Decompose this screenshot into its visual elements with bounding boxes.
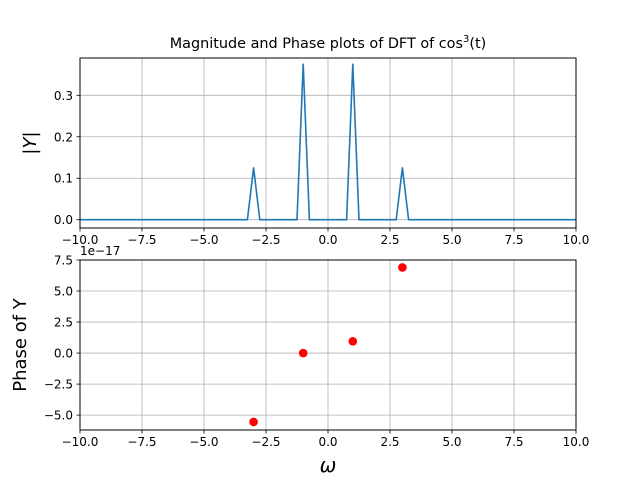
magnitude-y-axis: 0.0 0.1 0.2 0.3 bbox=[54, 89, 80, 227]
phase-y-tick-label: 0.0 bbox=[54, 347, 73, 361]
phase-x-tick-label: 7.5 bbox=[504, 435, 523, 449]
phase-x-tick-label: −7.5 bbox=[127, 435, 156, 449]
magnitude-y-tick-label: 0.1 bbox=[54, 172, 73, 186]
magnitude-x-tick-label: −2.5 bbox=[251, 233, 280, 247]
phase-x-axis: −10.0 −7.5 −5.0 −2.5 0.0 2.5 5.0 7.5 10.0 bbox=[62, 430, 590, 449]
phase-y-tick-label: 2.5 bbox=[54, 316, 73, 330]
magnitude-x-tick-label: −7.5 bbox=[127, 233, 156, 247]
magnitude-series bbox=[80, 63, 576, 221]
phase-x-label: ω bbox=[320, 453, 337, 477]
phase-y-tick-label: 5.0 bbox=[54, 285, 73, 299]
phase-data-point bbox=[298, 348, 308, 358]
magnitude-y-tick-label: 0.3 bbox=[54, 89, 73, 103]
phase-x-tick-label: 5.0 bbox=[442, 435, 461, 449]
phase-y-label: Phase of Y bbox=[10, 297, 31, 392]
phase-x-tick-label: −10.0 bbox=[62, 435, 99, 449]
magnitude-x-axis: −10.0 −7.5 −5.0 −2.5 0.0 2.5 5.0 7.5 10.0 bbox=[62, 228, 590, 247]
magnitude-y-tick-label: 0.0 bbox=[54, 213, 73, 227]
magnitude-x-tick-label: 7.5 bbox=[504, 233, 523, 247]
magnitude-x-tick-label: −10.0 bbox=[62, 233, 99, 247]
magnitude-x-tick-label: 0.0 bbox=[318, 233, 337, 247]
phase-x-tick-label: 0.0 bbox=[318, 435, 337, 449]
magnitude-x-tick-label: 5.0 bbox=[442, 233, 461, 247]
phase-data-point bbox=[398, 263, 407, 272]
magnitude-y-tick-label: 0.2 bbox=[54, 130, 73, 144]
magnitude-subplot: Magnitude and Phase plots of DFT of cos3… bbox=[20, 34, 589, 247]
magnitude-y-label: |Y| bbox=[20, 131, 41, 154]
magnitude-x-tick-label: 10.0 bbox=[563, 233, 590, 247]
phase-x-tick-label: 2.5 bbox=[380, 435, 399, 449]
phase-y-axis: −5.0 −2.5 0.0 2.5 5.0 7.5 bbox=[44, 254, 80, 423]
phase-y-tick-label: −5.0 bbox=[44, 409, 73, 423]
magnitude-x-tick-label: −5.0 bbox=[189, 233, 218, 247]
phase-offset-text: 1e−17 bbox=[80, 244, 120, 258]
magnitude-x-tick-label: 2.5 bbox=[380, 233, 399, 247]
chart-title: Magnitude and Phase plots of DFT of cos3… bbox=[170, 34, 486, 52]
phase-data-point bbox=[348, 336, 358, 346]
phase-y-tick-label: −2.5 bbox=[44, 378, 73, 392]
phase-data-point bbox=[249, 417, 258, 427]
phase-x-tick-label: −2.5 bbox=[251, 435, 280, 449]
phase-subplot: −10.0 −7.5 −5.0 −2.5 0.0 2.5 5.0 7.5 10.0 −5.0 −2… bbox=[10, 244, 589, 477]
phase-x-tick-label: 10.0 bbox=[563, 435, 590, 449]
phase-y-tick-label: 7.5 bbox=[54, 254, 73, 268]
magnitude-series-line bbox=[80, 63, 576, 221]
phase-x-tick-label: −5.0 bbox=[189, 435, 218, 449]
phase-series bbox=[249, 263, 407, 427]
